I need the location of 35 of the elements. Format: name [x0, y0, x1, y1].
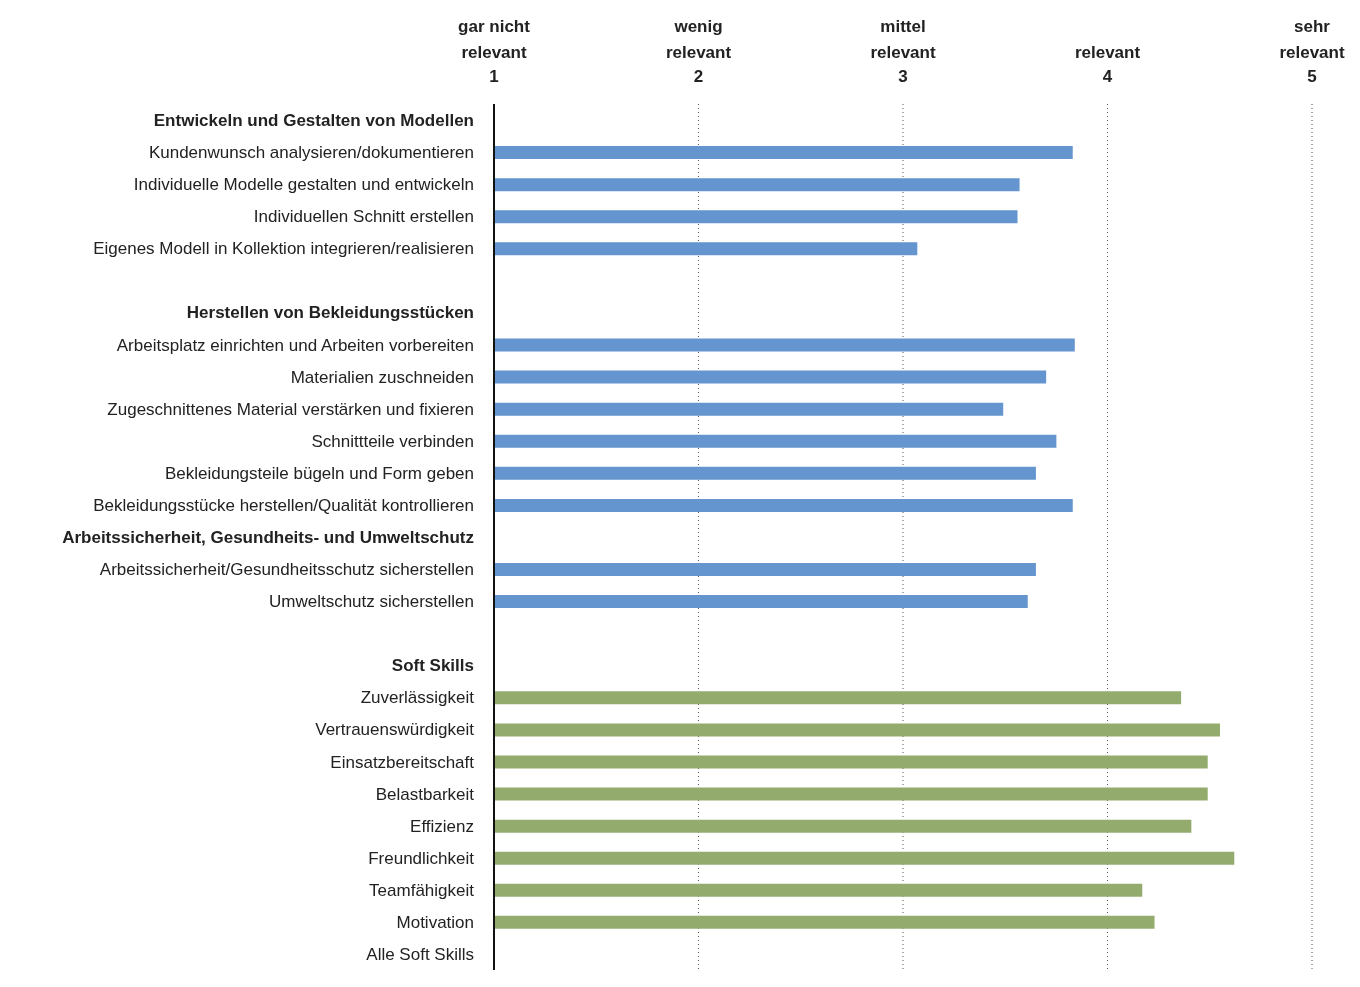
text: gar nicht relevant [458, 17, 531, 62]
x-tick-label: 2 [693, 67, 704, 86]
y-tick-label: Freundlichkeit [368, 848, 475, 868]
y-tick-label: Individuelle Modelle gestalten und entwickeln [133, 175, 474, 195]
y-tick-label: Eigenes Modell in Kollektion integrieren/realisieren [93, 239, 474, 259]
y-tick-label: Belastbarkeit [375, 784, 475, 804]
y-tick-label: Kundenwunsch analysieren/dokumentieren [148, 143, 474, 163]
y-tick-label: Entwickeln und Gestalten von Modellen [153, 111, 474, 131]
y-tick-label: Bekleidungsteile bügeln und Form geben [164, 463, 474, 483]
y-tick-label: Schnittteile verbinden [311, 431, 474, 451]
y-tick-label: Teamfähigkeit [369, 880, 475, 900]
y-tick-label: Vertrauenswürdigkeit [315, 720, 475, 740]
y-tick-label: Zuverlässigkeit [360, 688, 475, 708]
y-tick-label: Bekleidungsstücke herstellen/Qualität kontrollieren [93, 495, 474, 515]
y-tick-label: Umweltschutz sicherstellen [268, 592, 474, 612]
y-tick-label: Soft Skills [391, 656, 474, 676]
y-tick-label: Motivation [396, 912, 474, 932]
y-tick-label: Arbeitsplatz einrichten und Arbeiten vorbereiten [116, 335, 474, 355]
y-tick-label: Zugeschnittenes Material verstärken und fixieren [107, 399, 474, 419]
text: relevant [1074, 43, 1141, 62]
x-tick-label: 4 [1102, 67, 1113, 86]
y-tick-label: Individuellen Schnitt erstellen [253, 207, 474, 227]
text: sehr relevant [1279, 17, 1345, 62]
y-tick-label: Effizienz [410, 816, 474, 836]
y-tick-label: Materialien zuschneiden [290, 367, 474, 387]
text: mittel relevant [870, 17, 936, 62]
y-tick-label: Arbeitssicherheit/Gesundheitsschutz sicherstellen [99, 560, 474, 580]
y-tick-label: Herstellen von Bekleidungsstücken [186, 303, 474, 323]
x-tick-label: 3 [898, 67, 908, 86]
x-tick-label: 1 [489, 67, 499, 86]
y-tick-label: Alle Soft Skills [366, 944, 474, 964]
x-tick-label: 5 [1307, 67, 1317, 86]
text: wenig relevant [665, 17, 732, 62]
y-tick-label: Einsatzbereitschaft [330, 752, 475, 772]
y-tick-label: Arbeitssicherheit, Gesundheits- und Umweltschutz [62, 528, 474, 547]
